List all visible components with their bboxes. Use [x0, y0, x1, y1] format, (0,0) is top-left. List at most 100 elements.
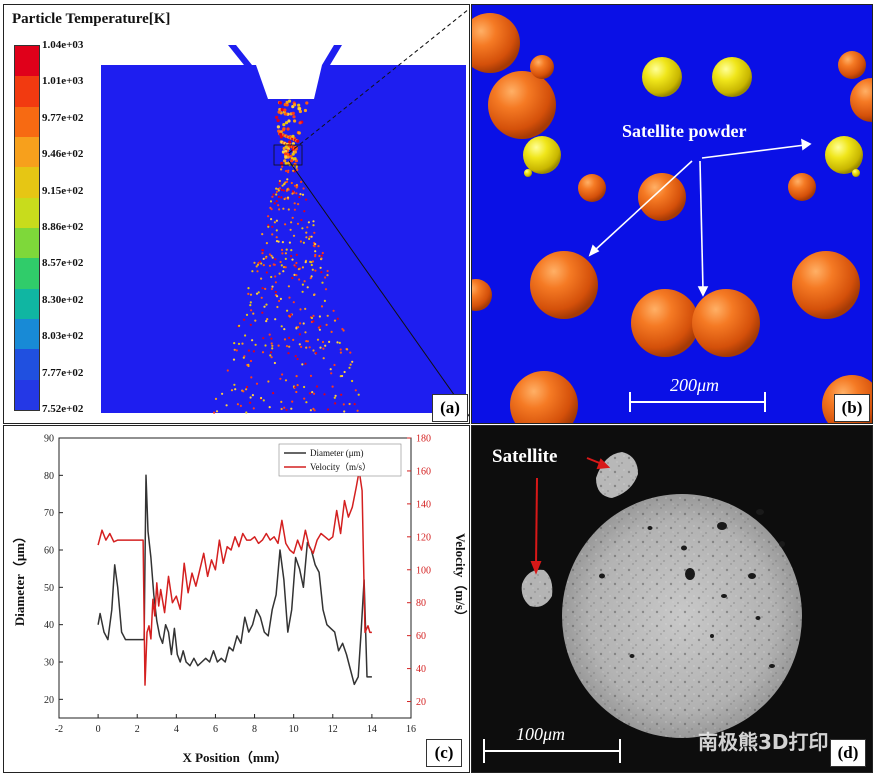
jet-particle: [353, 403, 356, 406]
colorbar-segment: [15, 167, 39, 199]
jet-particle: [282, 127, 286, 131]
jet-particle: [274, 275, 277, 278]
jet-particle: [339, 348, 342, 351]
jet-particle: [326, 274, 329, 277]
y-right-tick-label: 40: [416, 664, 426, 675]
jet-particle: [255, 265, 258, 268]
jet-particle: [280, 264, 283, 267]
jet-particle: [321, 281, 324, 284]
jet-particle: [267, 225, 270, 228]
jet-particle: [333, 363, 336, 367]
jet-particle: [295, 253, 298, 256]
colorbar-tick-label: 1.04e+03: [42, 39, 84, 51]
jet-particle: [230, 389, 234, 392]
y-right-tick-label: 120: [416, 532, 431, 543]
jet-particle: [266, 318, 269, 321]
jet-particle: [305, 401, 308, 404]
jet-particle: [282, 266, 286, 269]
jet-particle: [273, 202, 276, 205]
jet-particle: [249, 293, 253, 296]
jet-particle: [275, 187, 278, 190]
jet-particle: [304, 331, 307, 334]
jet-particle: [323, 393, 326, 396]
jet-particle: [278, 107, 282, 112]
jet-particle: [236, 403, 239, 406]
x-tick-label: 12: [328, 724, 338, 735]
jet-particle: [284, 266, 287, 269]
x-tick-label: 2: [135, 724, 140, 735]
jet-particle: [315, 385, 319, 388]
jet-particle: [291, 216, 294, 219]
jet-particle: [265, 303, 268, 306]
jet-particle: [277, 129, 281, 133]
jet-particle: [306, 286, 309, 289]
jet-particle: [303, 280, 306, 283]
jet-particle: [322, 347, 325, 350]
jet-particle: [336, 317, 339, 320]
jet-particle: [281, 373, 284, 376]
jet-particle: [283, 108, 287, 112]
y-left-tick-label: 50: [44, 583, 54, 594]
panel-d-micrograph: Satellite 100μm 南极熊3D打印 (d): [471, 425, 873, 773]
jet-particle: [233, 342, 236, 345]
jet-particle: [343, 410, 346, 413]
jet-particle: [285, 103, 289, 107]
jet-particle: [276, 295, 279, 298]
jet-particle: [305, 231, 308, 234]
jet-particle: [314, 269, 317, 272]
jet-particle: [277, 240, 280, 243]
jet-particle: [295, 165, 298, 168]
jet-particle: [249, 323, 252, 326]
jet-particle: [279, 260, 282, 264]
jet-particle: [245, 411, 248, 414]
jet-particle: [339, 351, 342, 354]
jet-particle: [290, 249, 293, 252]
panel-tag-c: (c): [426, 739, 462, 767]
jet-particle: [257, 291, 260, 294]
jet-particle: [314, 250, 317, 253]
jet-particle: [280, 188, 283, 192]
jet-particle: [260, 396, 263, 400]
colorbar-tick-label: 9.77e+02: [42, 111, 84, 124]
jet-particle: [271, 285, 274, 288]
jet-particle: [284, 223, 287, 226]
jet-particle: [285, 145, 289, 149]
jet-particle: [239, 404, 242, 407]
jet-particle: [304, 261, 307, 264]
jet-particle: [310, 263, 313, 267]
jet-particle: [275, 219, 278, 222]
jet-particle: [280, 196, 283, 199]
jet-particle: [318, 315, 321, 318]
legend-label-diameter: Diameter (μm): [310, 448, 364, 458]
jet-particle: [284, 149, 288, 154]
colorbar-tick-label: 1.01e+03: [42, 75, 84, 88]
jet-particle: [321, 251, 324, 255]
jet-particle: [333, 396, 336, 399]
jet-particle: [326, 269, 329, 273]
jet-particle: [303, 385, 306, 389]
jet-particle: [303, 397, 306, 400]
jet-particle: [270, 356, 273, 359]
jet-particle: [284, 121, 289, 125]
jet-particle: [288, 296, 291, 299]
jet-particle: [251, 270, 254, 273]
colorbar-segment: [15, 46, 39, 77]
y-left-tick-label: 40: [44, 620, 54, 631]
jet-particle: [270, 287, 273, 291]
jet-particle: [299, 193, 302, 196]
jet-particle: [232, 358, 236, 361]
jet-particle: [292, 234, 296, 237]
colorbar-tick-label: 8.30e+02: [42, 293, 84, 306]
jet-particle: [267, 224, 270, 227]
jet-particle: [238, 324, 241, 327]
jet-particle: [299, 240, 302, 243]
jet-particle: [322, 357, 325, 360]
jet-particle: [270, 218, 273, 221]
jet-particle: [356, 409, 359, 412]
jet-particle: [265, 320, 268, 323]
jet-particle: [336, 341, 339, 344]
x-axis-label: X Position（mm）: [182, 750, 287, 765]
jet-particle: [323, 299, 326, 302]
jet-particle: [298, 109, 302, 114]
x-tick-label: -2: [55, 724, 63, 735]
